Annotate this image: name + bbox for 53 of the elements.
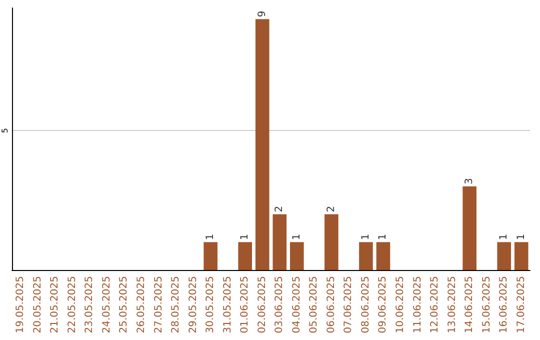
x-tick-label: 10.06.2025 <box>395 276 406 334</box>
x-tick-label: 03.06.2025 <box>274 276 286 334</box>
x-tick-label: 21.05.2025 <box>50 276 61 334</box>
x-tick-label: 09.06.2025 <box>378 276 389 334</box>
bar <box>514 242 528 270</box>
x-tick-label: 23.05.2025 <box>84 276 96 334</box>
data-label: 2 <box>326 206 337 212</box>
x-tick-label: 19.05.2025 <box>15 276 26 334</box>
data-label: 1 <box>360 234 372 240</box>
bar <box>359 242 373 270</box>
x-tick-label: 01.06.2025 <box>240 276 251 334</box>
bar <box>290 242 304 270</box>
x-tick-label: 13.06.2025 <box>446 276 458 334</box>
data-label: 9 <box>256 10 268 18</box>
bar <box>255 19 270 270</box>
data-label: 1 <box>516 234 527 240</box>
x-tick-label: 22.05.2025 <box>66 276 78 334</box>
x-tick-label: 20.05.2025 <box>32 276 44 334</box>
x-tick-label: 12.06.2025 <box>430 276 441 334</box>
x-tick-label: 15.06.2025 <box>481 276 492 334</box>
x-tick-label: 02.06.2025 <box>256 276 268 334</box>
x-tick-label: 28.05.2025 <box>170 276 182 334</box>
x-tick-label: 17.06.2025 <box>516 276 527 334</box>
bar <box>324 214 338 270</box>
x-tick-label: 29.05.2025 <box>188 276 199 334</box>
y-tick-label: 5 <box>0 128 10 134</box>
x-tick-label: 16.06.2025 <box>498 276 510 334</box>
data-label: 2 <box>274 206 286 212</box>
bar <box>204 242 218 270</box>
data-label: 1 <box>498 234 510 240</box>
data-label: 1 <box>291 234 302 240</box>
x-tick-label: 30.05.2025 <box>205 276 216 334</box>
x-tick-label: 04.06.2025 <box>291 276 302 334</box>
x-tick-label: 24.05.2025 <box>101 276 112 334</box>
x-tick-label: 11.06.2025 <box>412 276 424 334</box>
bar <box>376 242 390 270</box>
bar <box>497 242 512 270</box>
x-tick-label: 05.06.2025 <box>308 276 320 334</box>
x-tick-label: 08.06.2025 <box>360 276 372 334</box>
x-tick-label: 26.05.2025 <box>136 276 147 334</box>
x-tick-label: 06.06.2025 <box>326 276 337 334</box>
x-tick-label: 27.05.2025 <box>153 276 164 334</box>
data-label: 1 <box>240 234 251 240</box>
x-tick-label: 31.05.2025 <box>222 276 234 334</box>
data-label: 3 <box>464 178 476 184</box>
x-tick-label: 25.05.2025 <box>118 276 130 334</box>
bar <box>272 214 287 270</box>
data-label: 1 <box>378 234 389 240</box>
x-tick-label: 14.06.2025 <box>464 276 476 334</box>
bar <box>462 186 476 270</box>
data-label: 1 <box>205 234 216 240</box>
x-tick-label: 07.06.2025 <box>343 276 354 334</box>
bar <box>238 242 252 270</box>
